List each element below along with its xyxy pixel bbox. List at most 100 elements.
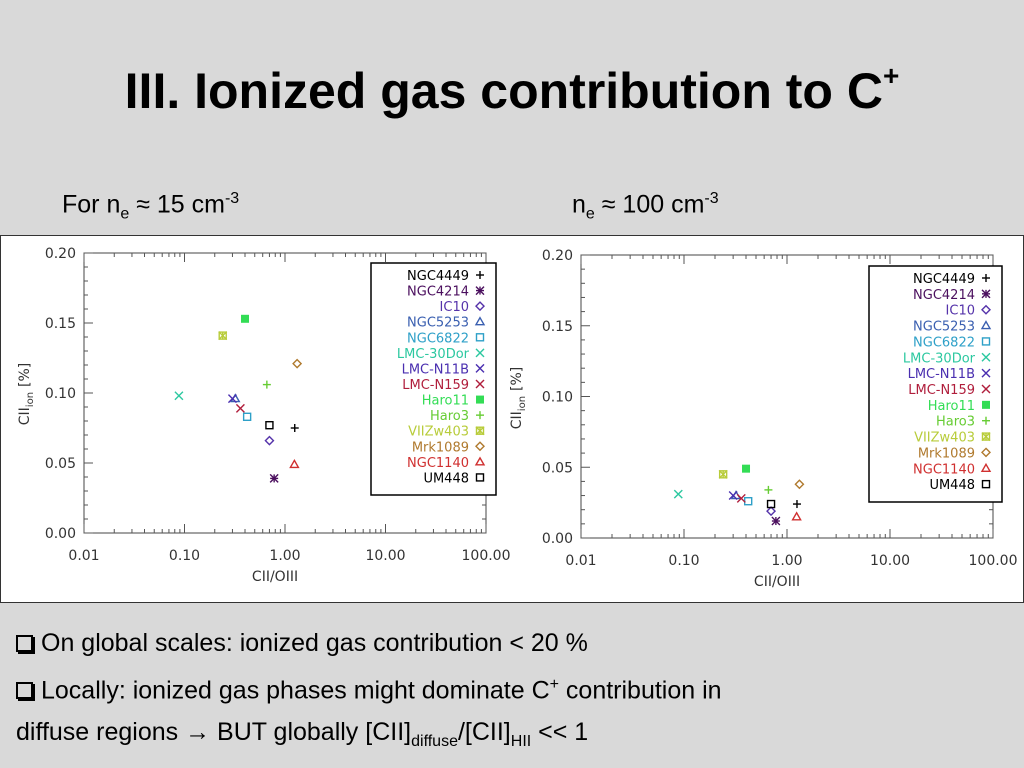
left-condition-label: For ne ≈ 15 cm-3 (62, 190, 239, 223)
y-tick-label: 0.00 (45, 526, 76, 542)
y-tick-label: 0.20 (45, 246, 76, 262)
legend-marker-shape (474, 316, 486, 326)
point-ic10 (766, 506, 777, 517)
x-tick-label: 0.10 (169, 548, 200, 564)
point-lmc-n159-stroke (736, 493, 746, 503)
legend-label: UM448 (929, 478, 975, 493)
right-cond-prefix: n (572, 190, 586, 219)
legend-marker-stroke (475, 348, 485, 358)
legend-label: NGC4449 (407, 269, 469, 284)
point-lmc-n159 (235, 403, 245, 413)
left-cond-sub: e (120, 205, 130, 223)
bullet-2-sup: + (549, 676, 559, 693)
legend-box (868, 265, 1003, 503)
legend-marker-stroke (475, 286, 485, 296)
x-tick-label: 0.10 (668, 553, 699, 569)
point-haro11-shape (742, 464, 751, 473)
legend-label: NGC1140 (407, 456, 469, 471)
legend-label: NGC6822 (913, 335, 975, 350)
legend-label: LMC-N11B (908, 367, 975, 382)
legend-marker (475, 363, 485, 373)
point-mrk1089 (292, 358, 303, 369)
y-tick-label: 0.20 (542, 248, 573, 264)
bullet-2-text-a: Locally: ionized gas phases might domina… (41, 676, 550, 705)
legend-label: Mrk1089 (918, 446, 975, 461)
point-um448 (766, 499, 776, 509)
legend-box (370, 262, 497, 496)
legend-marker-stroke (981, 289, 991, 299)
legend-marker-shape (474, 456, 486, 466)
point-um448-shape (265, 420, 274, 430)
bullet-2-text-b: contribution in (558, 676, 722, 705)
legend-marker (476, 271, 484, 279)
x-tick-label: 0.01 (565, 553, 596, 569)
right-cond-sub: e (585, 205, 595, 223)
legend-marker-stroke (981, 384, 991, 394)
right-cond-mid: ≈ 100 cm (594, 190, 705, 219)
legend-marker (981, 289, 991, 299)
legend-marker-stroke (475, 379, 485, 389)
point-ic10-shape (766, 506, 777, 517)
point-haro3 (764, 485, 773, 494)
slide-title: III. Ionized gas contribution to C+ (0, 60, 1024, 120)
point-lmc-30dor (673, 489, 683, 499)
bullet-3-sub1: diffuse (411, 733, 458, 751)
point-ngc4214-stroke (269, 473, 279, 483)
legend-marker (476, 411, 484, 420)
legend-marker-shape (980, 320, 992, 330)
bullet-2-continuation: diffuse regions → BUT globally [CII]diff… (16, 711, 1016, 763)
y-tick-label: 0.05 (542, 460, 573, 476)
bullet-3-text-b: BUT globally [CII] (210, 718, 412, 747)
point-haro3 (262, 380, 271, 389)
x-tick-label: 100.00 (969, 553, 1018, 569)
legend-label: UM448 (423, 471, 469, 486)
y-axis-label-sub: ion (25, 392, 36, 407)
legend-marker (981, 447, 991, 458)
point-lmc-n11b (728, 491, 738, 501)
legend-label: LMC-30Dor (397, 347, 470, 362)
legend-label: LMC-30Dor (903, 351, 976, 366)
legend-marker (981, 352, 991, 362)
y-tick-label: 0.15 (542, 319, 573, 335)
legend-marker-shape (981, 479, 991, 489)
y-tick-label: 0.00 (542, 531, 573, 547)
legend-marker (476, 395, 484, 404)
legend-label: NGC4214 (407, 285, 469, 300)
legend-marker (475, 426, 485, 436)
point-mrk1089-shape (292, 358, 303, 369)
legend-label: VIIZw403 (408, 425, 469, 440)
y-axis-label: CIIion [%] (509, 367, 528, 430)
bullet-3-text-a: diffuse regions (16, 718, 186, 747)
legend-marker (980, 462, 992, 472)
legend-marker-shape (981, 447, 991, 458)
point-ic10 (264, 435, 275, 446)
legend-marker (981, 432, 991, 442)
x-tick-label: 0.01 (68, 548, 99, 564)
point-ngc1140 (289, 458, 300, 469)
bullet-2: Locally: ionized gas phases might domina… (16, 664, 1016, 711)
legend-marker (982, 416, 990, 425)
legend-label: IC10 (440, 300, 469, 315)
legend-label: Haro3 (936, 415, 975, 430)
legend-marker (980, 320, 992, 330)
legend-label: VIIZw403 (914, 431, 975, 446)
legend-marker (981, 479, 991, 489)
legend-marker-shape (475, 301, 485, 312)
legend-label: LMC-N159 (908, 383, 975, 398)
y-tick-label: 0.15 (45, 316, 76, 332)
point-haro11 (241, 314, 250, 323)
legend-marker (475, 348, 485, 358)
chart-ne15: 0.01 0.10 1.00 10.00 100.00 0.00 0.05 0.10 0.15 0… (17, 246, 511, 585)
legend-label: NGC4449 (913, 272, 975, 287)
point-lmc-30dor-stroke (174, 391, 184, 401)
bullet-3-sub2: HII (510, 733, 532, 751)
legend-label: Mrk1089 (412, 440, 469, 455)
legend-label: LMC-N11B (402, 362, 469, 377)
legend-label: NGC6822 (407, 331, 469, 346)
legend-marker (475, 301, 485, 312)
legend-marker-stroke (981, 368, 991, 378)
point-ngc6822 (743, 497, 753, 506)
legend-label: Haro3 (430, 409, 469, 424)
x-tick-label: 10.00 (365, 548, 405, 564)
chart-ne100: 0.01 0.10 1.00 10.00 100.00 0.00 0.05 0.10 0.15 0… (509, 248, 1018, 590)
